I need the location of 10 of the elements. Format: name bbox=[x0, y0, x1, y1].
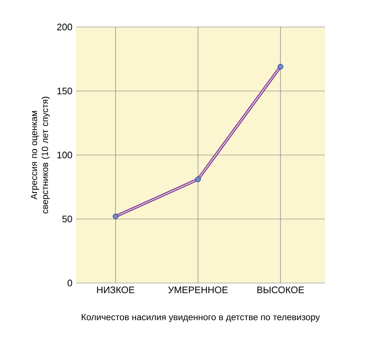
x-axis-title: Количестов насилия увиденного в детстве по телевизору bbox=[82, 314, 320, 322]
y-tick-label: 100 bbox=[57, 152, 72, 158]
y-axis-title: Агрессия по оценкам сверстников (10 лет спустя) bbox=[30, 96, 50, 214]
x-tick-label: УМЕРЕННОЕ bbox=[168, 286, 228, 294]
y-tick-label: 50 bbox=[62, 216, 72, 222]
y-tick-label: 0 bbox=[68, 280, 72, 286]
x-tick-label: ВЫСОКОЕ bbox=[257, 286, 304, 294]
y-tick-label: 200 bbox=[57, 24, 72, 30]
x-tick-label: НИЗКОЕ bbox=[97, 286, 134, 294]
y-tick-label: 150 bbox=[57, 88, 72, 94]
